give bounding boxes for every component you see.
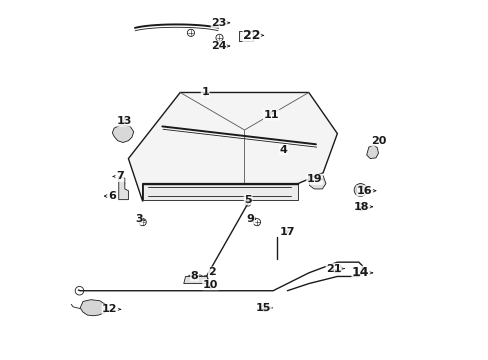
- Text: 18: 18: [353, 202, 369, 212]
- Bar: [239, 31, 253, 41]
- Circle shape: [311, 141, 320, 150]
- Text: 12: 12: [102, 304, 118, 314]
- Text: 5: 5: [244, 195, 251, 204]
- Polygon shape: [183, 276, 208, 284]
- Text: 23: 23: [211, 18, 226, 28]
- Text: 3: 3: [135, 214, 142, 224]
- Polygon shape: [119, 176, 128, 200]
- Text: 15: 15: [255, 303, 271, 313]
- Polygon shape: [112, 125, 134, 143]
- Text: 20: 20: [370, 136, 386, 146]
- Polygon shape: [308, 176, 325, 189]
- Polygon shape: [128, 93, 337, 202]
- Text: 1: 1: [201, 87, 209, 98]
- Text: 24: 24: [211, 41, 226, 51]
- Text: 16: 16: [356, 186, 372, 196]
- Text: 7: 7: [116, 171, 123, 181]
- Text: 8: 8: [190, 271, 198, 281]
- Polygon shape: [142, 184, 298, 200]
- Text: 6: 6: [108, 191, 116, 201]
- Polygon shape: [80, 300, 107, 316]
- Text: 17: 17: [279, 227, 295, 237]
- Text: 11: 11: [263, 110, 279, 120]
- Text: 19: 19: [306, 174, 322, 184]
- Text: 4: 4: [279, 145, 287, 155]
- Text: 14: 14: [351, 266, 369, 279]
- Text: 22: 22: [243, 29, 260, 42]
- Text: 2: 2: [208, 267, 216, 277]
- Circle shape: [353, 184, 366, 197]
- Text: 10: 10: [203, 280, 218, 290]
- Text: 13: 13: [117, 116, 132, 126]
- Text: 21: 21: [325, 264, 341, 274]
- Text: 9: 9: [246, 213, 254, 224]
- Polygon shape: [366, 145, 378, 158]
